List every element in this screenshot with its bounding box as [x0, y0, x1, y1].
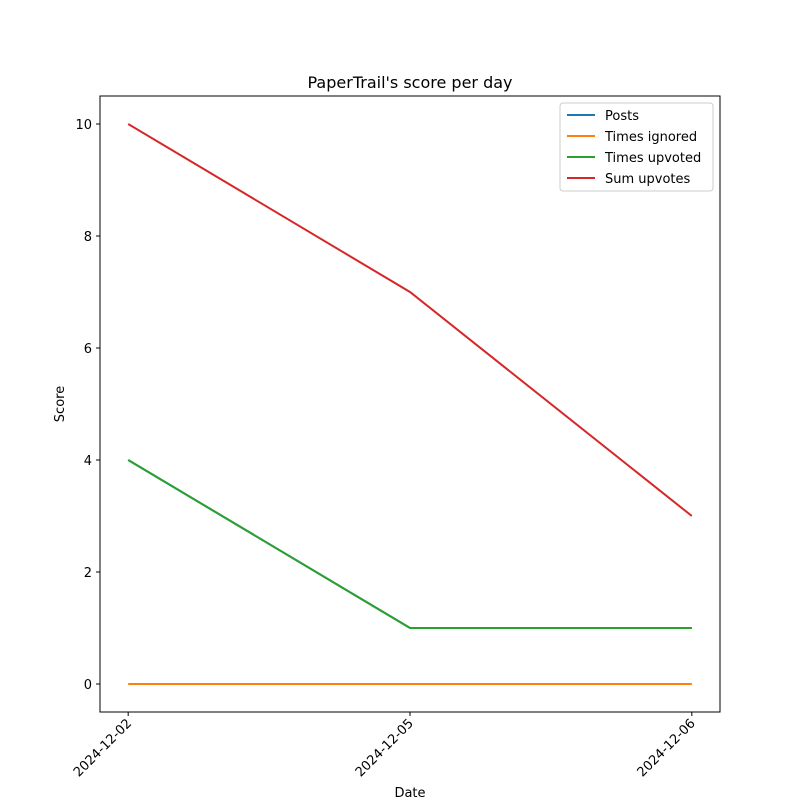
y-tick-label: 6 — [84, 342, 92, 357]
legend-label: Sum upvotes — [605, 172, 691, 187]
series-line — [127, 459, 692, 629]
x-axis-label: Date — [394, 786, 425, 800]
y-tick-label: 4 — [84, 454, 92, 469]
legend-label: Times upvoted — [604, 151, 701, 166]
chart-title: PaperTrail's score per day — [308, 73, 513, 92]
plot-frame — [99, 95, 721, 713]
legend-label: Posts — [605, 109, 639, 124]
legend: Posts Times ignored Times upvoted Sum upvot… — [559, 102, 714, 192]
y-tick-label: 10 — [75, 118, 92, 133]
legend-box — [559, 102, 714, 192]
legend-label: Times ignored — [604, 130, 697, 145]
series-line — [127, 123, 693, 517]
y-axis-label: Score — [53, 386, 68, 422]
y-tick-label: 0 — [84, 678, 92, 693]
y-tick-label: 8 — [84, 230, 92, 245]
y-tick-label: 2 — [84, 566, 92, 581]
